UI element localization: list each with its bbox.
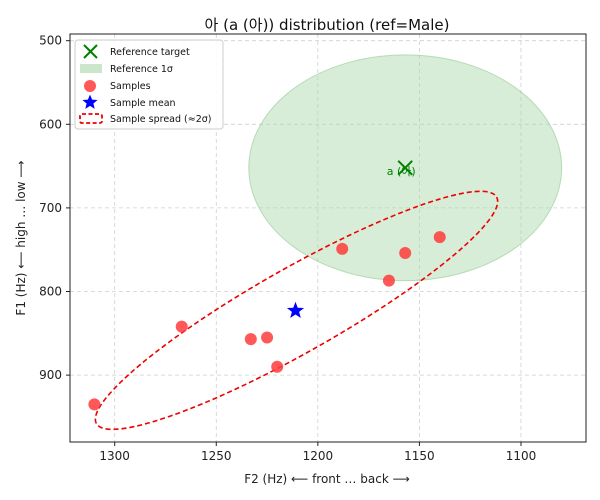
sample-point [399,247,412,260]
y-tick-label: 600 [39,117,62,131]
x-marker-icon [83,44,98,59]
reference-label: a (아) [387,165,416,178]
sample-point [271,360,284,373]
x-tick-label: 1100 [506,449,537,463]
y-tick-label: 700 [39,201,62,215]
axes: 1300 1250 1200 1150 1100 500 600 700 800 900 [39,34,536,463]
chart-title: 아 (a (아)) distribution (ref=Male) [205,16,450,34]
y-tick-label: 800 [39,285,62,299]
sample-point [175,320,188,333]
reference-target-marker [397,160,413,176]
green-patch-icon [80,64,102,73]
dashed-ellipse-icon [79,113,103,124]
red-dot-icon [84,80,96,92]
legend-label: Sample mean [110,98,176,109]
legend-label: Sample spread (≈2σ) [110,114,211,125]
sample-point [382,274,395,287]
plot-area: a (아) [88,54,563,431]
plot-frame [69,33,587,443]
sample-point [88,398,101,411]
sample-point [261,331,274,344]
legend-entry-sample-spread: Sample spread (≈2σ) [79,113,211,125]
x-tick-label: 1250 [201,449,232,463]
x-tick-label: 1300 [99,449,130,463]
legend-entry-reference-sigma: Reference 1σ [80,64,173,75]
legend-label: Samples [110,81,151,92]
x-tick-label: 1200 [303,449,334,463]
y-tick-label: 900 [39,368,62,382]
sample-mean-marker [286,301,305,318]
legend-entry-samples: Samples [84,80,151,92]
legend-entry-sample-mean: Sample mean [82,94,176,109]
sample-point [244,333,257,346]
legend: Reference target Reference 1σ Samples Sa… [74,39,224,130]
x-axis-label: F2 (Hz) ⟵ front … back ⟶ [244,472,410,486]
sample-point [336,242,349,255]
legend-label: Reference 1σ [110,64,173,75]
legend-label: Reference target [110,47,190,58]
sample-spread-ellipse [94,190,499,431]
x-tick-label: 1150 [404,449,435,463]
sample-point [433,231,446,244]
blue-star-icon [82,94,98,109]
legend-box [74,39,224,130]
y-tick-label: 500 [39,34,62,48]
legend-entry-reference-target: Reference target [83,44,190,59]
y-axis-label: F1 (Hz) ⟵ high … low ⟶ [14,160,28,315]
